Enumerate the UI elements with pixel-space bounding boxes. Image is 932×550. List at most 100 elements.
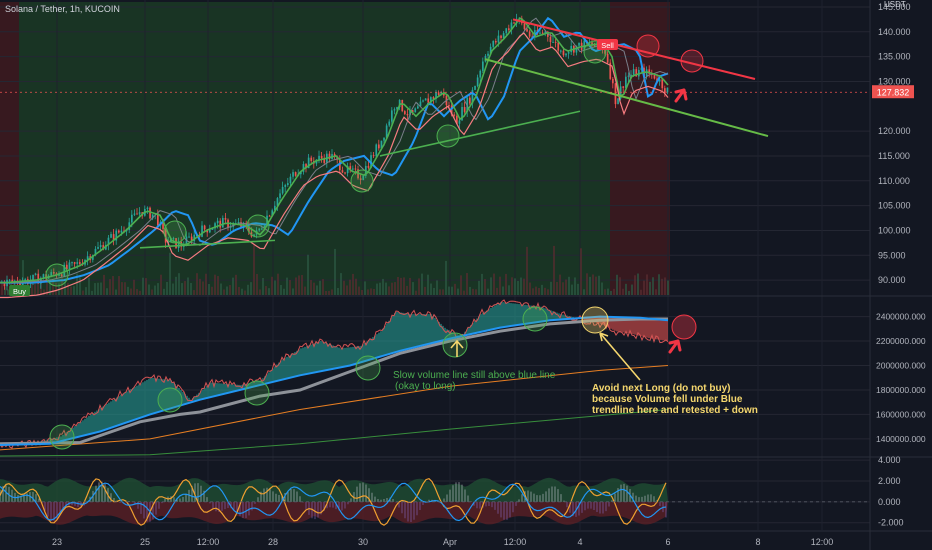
indicator-fill (78, 423, 80, 437)
candle-body (261, 228, 263, 230)
indicator-fill (168, 379, 170, 410)
indicator-fill (328, 343, 330, 370)
confirm-circle (350, 169, 374, 193)
volume-bar (109, 279, 111, 295)
candle-body (53, 272, 55, 274)
volume-bar (448, 286, 450, 295)
indicator-fill (336, 346, 338, 369)
indicator-fill (340, 348, 342, 368)
oscillator-tick-label: -2.000 (878, 518, 904, 528)
volume-bar (280, 284, 282, 295)
volume-bar (163, 288, 165, 295)
volume-bar (502, 286, 504, 295)
indicator-fill (326, 343, 328, 371)
indicator-fill (268, 372, 270, 384)
reject-circle (680, 49, 704, 73)
candle-body (612, 78, 614, 84)
volume-bar (532, 288, 534, 295)
volume-bar (154, 285, 156, 295)
candle-body (352, 168, 354, 170)
indicator-fill (412, 314, 414, 348)
indicator-fill (204, 387, 206, 399)
candle-body (495, 40, 497, 43)
candle-body (383, 137, 385, 141)
candle-body (575, 45, 578, 53)
indicator-fill (180, 389, 182, 406)
candle-body (112, 234, 115, 241)
indicator-fill (494, 305, 496, 329)
zone-bear (0, 2, 19, 295)
volume-bar (598, 275, 600, 295)
indicator-fill (228, 384, 230, 393)
indicator-fill (244, 384, 246, 389)
price-red-ma (0, 32, 669, 299)
indicator-fill (332, 345, 334, 370)
candle-body (523, 23, 526, 30)
green-annotation-line: Slow volume line still above blue line (393, 370, 556, 381)
volume-bar (547, 289, 549, 295)
candle-body (367, 165, 370, 168)
indicator-fill (584, 317, 586, 320)
indicator-fill (556, 312, 558, 320)
indicator-fill (274, 366, 276, 382)
indicator-fill (440, 323, 442, 342)
candle-body (214, 223, 216, 229)
candle-body (632, 69, 635, 75)
indicator-tick-label: 2000000.000 (876, 360, 926, 370)
candle-body (76, 262, 79, 264)
indicator-fill (90, 414, 92, 434)
indicator-fill (488, 309, 490, 331)
candle-body (534, 30, 536, 38)
indicator-fill (160, 378, 162, 412)
time-tick-label: 28 (268, 537, 278, 547)
candle-body (560, 50, 562, 52)
candle-body (32, 274, 34, 281)
indicator-fill (278, 362, 280, 381)
indicator-fill (164, 379, 166, 411)
indicator-fill (424, 314, 426, 345)
indicator-fill (280, 360, 282, 381)
volume-bar (274, 280, 276, 295)
indicator-fill (482, 312, 484, 332)
indicator-fill (76, 424, 78, 438)
price-tick-label: 95.000 (878, 250, 906, 260)
indicator-fill (256, 381, 258, 387)
candle-body (526, 29, 528, 32)
indicator-fill (508, 302, 510, 327)
candle-body (380, 140, 383, 149)
indicator-fill (304, 346, 306, 375)
indicator-fill (334, 346, 336, 369)
volume-indicator-pane[interactable] (0, 299, 669, 457)
candle-body (300, 171, 302, 175)
indicator-fill (484, 311, 486, 332)
volume-bar (130, 288, 132, 295)
indicator-fill (356, 346, 358, 364)
indicator-fill (650, 318, 652, 339)
indicator-fill (526, 305, 528, 324)
volume-bar (391, 282, 393, 295)
candle-body (500, 35, 502, 38)
price-pane[interactable] (0, 13, 870, 299)
volume-bar (364, 281, 366, 295)
indicator-fill (84, 418, 86, 436)
yellow-annotation-line: Avoid next Long (do not buy) (592, 383, 731, 394)
candle-body (609, 62, 612, 79)
volume-bar (106, 288, 108, 295)
candle-body (190, 236, 193, 242)
oscillator-pane[interactable] (0, 477, 870, 526)
candle-body (479, 70, 482, 78)
candle-body (422, 100, 424, 102)
candle-body (107, 237, 110, 245)
indicator-fill (154, 378, 156, 414)
volume-bar (91, 290, 93, 295)
volume-bar (400, 277, 402, 295)
volume-bar (460, 275, 462, 295)
candle-body (102, 245, 105, 250)
price-tick-label: 130.000 (878, 76, 911, 86)
candle-body (544, 31, 547, 34)
volume-bar (229, 285, 231, 295)
candle-body (63, 264, 66, 277)
candle-body (593, 44, 596, 47)
price-badge-label: 127.832 (877, 88, 910, 98)
